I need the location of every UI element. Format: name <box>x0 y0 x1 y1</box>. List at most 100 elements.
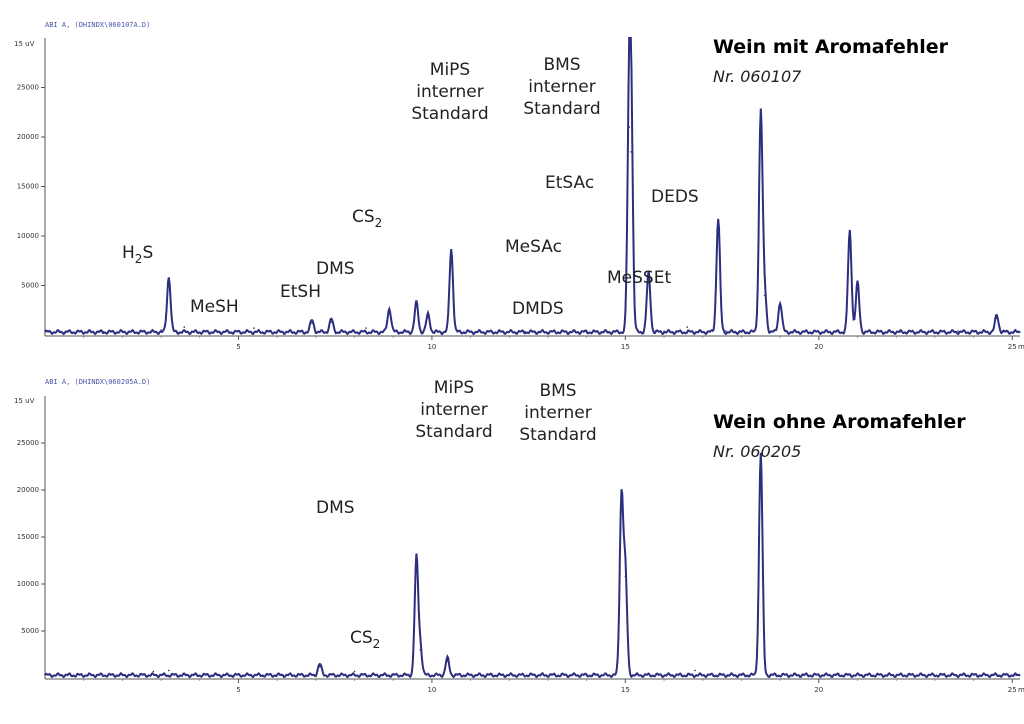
x-tick-label: 10 <box>427 343 436 351</box>
peak-point <box>365 327 367 329</box>
y-tick-label: 10000 <box>17 232 39 240</box>
y-tick-label: 15000 <box>17 533 39 541</box>
y-tick-label: 20000 <box>17 486 39 494</box>
peak-label: EtSH <box>280 282 321 302</box>
peak-label: CS2 <box>352 207 382 230</box>
peak-label-line3: Standard <box>415 422 492 442</box>
peak-label: DEDS <box>651 187 699 207</box>
peak-label-line3: Standard <box>523 99 600 119</box>
chart-header-label: ABI A, (DHINDX\060107A.D) <box>45 21 150 29</box>
peak-point <box>44 673 46 676</box>
bottom-chart-panel: ABI A, (DHINDX\060205A.D) 15 uV 5000 10000 1… <box>14 378 1024 694</box>
peak-point <box>523 330 526 333</box>
peak-point <box>686 326 689 328</box>
peak-point <box>183 326 186 328</box>
peak-point <box>628 126 631 128</box>
peak-point <box>168 278 170 281</box>
peak-label: MiPS <box>434 378 474 398</box>
peak-point <box>450 251 453 253</box>
chart-title: Wein ohne Aromafehler <box>713 411 966 433</box>
x-tick-label: 5 <box>236 686 240 694</box>
peak-point <box>717 220 720 222</box>
y-tick-label: 25000 <box>17 84 39 92</box>
chromatogram-trace <box>44 37 1021 336</box>
chart-title: Wein mit Aromafehler <box>713 36 949 58</box>
peak-point <box>318 665 321 668</box>
x-tick-label: 15 <box>621 686 630 694</box>
peak-label: MeSH <box>190 297 239 317</box>
y-tick-label: 25000 <box>17 439 39 447</box>
peak-point <box>585 330 588 332</box>
x-tick-label: 20 <box>814 343 823 351</box>
y-unit-label: 15 uV <box>14 40 35 48</box>
peak-point <box>419 649 422 651</box>
x-axis-end-label: min <box>1018 343 1024 351</box>
peak-point <box>160 329 162 331</box>
peak-point <box>44 330 46 332</box>
y-tick-label: 20000 <box>17 133 39 141</box>
peak-point <box>763 294 766 297</box>
peak-label: MeSSEt <box>607 268 671 288</box>
chart-subtitle: Nr. 060205 <box>713 442 801 461</box>
peak-label: BMS <box>539 381 576 401</box>
peak-point <box>848 233 851 235</box>
peak-point <box>899 331 901 333</box>
x-tick-label: 20 <box>814 686 823 694</box>
peak-point <box>624 575 627 578</box>
x-tick-label: 15 <box>621 343 630 351</box>
peak-point <box>647 274 650 277</box>
peak-point <box>663 330 665 333</box>
peak-label: H2S <box>122 243 153 266</box>
chart-header-label: ABI A, (DHINDX\060205A.D) <box>45 378 150 386</box>
chart-subtitle: Nr. 060107 <box>713 67 802 86</box>
peak-point <box>856 284 859 287</box>
peak-label: BMS <box>543 55 580 75</box>
peak-point <box>446 660 449 662</box>
peak-label-line2: interner <box>416 82 484 102</box>
peak-point <box>415 304 418 307</box>
x-tick-label: 25 <box>1008 343 1017 351</box>
peak-label: DMDS <box>512 299 564 319</box>
peak-point <box>620 499 623 502</box>
chromatogram-trace <box>44 452 1021 679</box>
peak-point <box>415 559 418 562</box>
peak-point <box>630 151 632 153</box>
peak-point <box>388 310 391 313</box>
peak-label-line2: interner <box>528 77 596 97</box>
peak-point <box>353 670 356 673</box>
top-chart-panel: ABI A, (DHINDX\060107A.D) 15 uV 5000 10000 1… <box>14 21 1024 351</box>
peak-point <box>995 317 998 319</box>
peak-label: CS2 <box>350 628 380 651</box>
peak-label: EtSAc <box>545 173 594 193</box>
peak-point <box>175 330 178 333</box>
peak-point <box>694 669 696 672</box>
x-axis-end-label: min <box>1018 686 1024 694</box>
peak-label-line3: Standard <box>519 425 596 445</box>
y-tick-label: 5000 <box>21 282 39 290</box>
y-tick-label: 15000 <box>17 183 39 191</box>
peak-point <box>152 670 155 673</box>
peak-point <box>253 327 255 329</box>
peak-point <box>330 321 333 323</box>
peak-point <box>311 322 313 324</box>
peak-point <box>168 669 170 672</box>
peak-label-line3: Standard <box>411 104 488 124</box>
y-tick-label: 5000 <box>21 627 39 635</box>
y-tick-label: 10000 <box>17 580 39 588</box>
y-unit-label: 15 uV <box>14 397 35 405</box>
x-tick-label: 25 <box>1008 686 1017 694</box>
x-tick-label: 5 <box>236 343 240 351</box>
peak-point <box>725 330 727 332</box>
peak-point <box>1015 330 1017 333</box>
peak-point <box>779 304 781 307</box>
peak-label: DMS <box>316 498 355 518</box>
peak-label: MiPS <box>430 60 470 80</box>
peak-point <box>102 330 104 333</box>
peak-point <box>759 113 762 116</box>
peak-label: DMS <box>316 259 355 279</box>
peak-point <box>957 330 959 332</box>
peak-point <box>1015 674 1017 676</box>
peak-label-line2: interner <box>420 400 488 420</box>
peak-point <box>759 454 762 457</box>
